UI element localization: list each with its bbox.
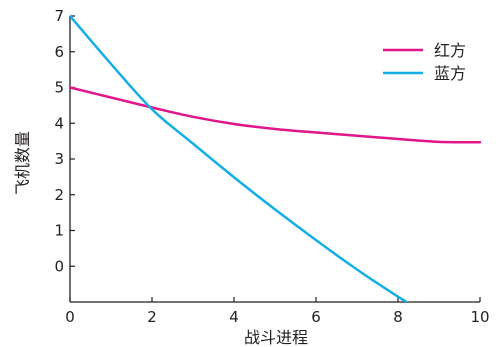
axes [69,16,480,303]
series-line-red [70,86,482,144]
legend-label-red: 红方 [434,41,466,60]
x-tick-label: 10 [470,308,489,326]
x-tick-label: 2 [147,308,157,326]
y-tick-label: 2 [54,186,64,204]
y-tick-label: 7 [54,7,64,25]
y-tick-label: 4 [54,114,64,132]
y-tick-label: 1 [54,222,64,240]
x-tick-label: 4 [229,308,239,326]
x-ticks: 0 2 4 6 8 10 [65,297,490,326]
x-tick-label: 0 [65,308,75,326]
legend: 红方 蓝方 [383,41,466,83]
y-axis-title: 飞机数量 [13,131,32,195]
x-tick-label: 8 [393,308,403,326]
legend-label-blue: 蓝方 [434,64,466,83]
y-tick-label: 6 [54,43,64,61]
series-layer [70,14,482,302]
y-tick-label: 5 [54,79,64,97]
x-axis-title: 战斗进程 [244,328,308,347]
series-line-blue [70,14,409,302]
y-tick-label: 0 [54,257,64,275]
y-ticks: 0 1 2 3 4 5 6 7 [54,7,75,275]
x-tick-label: 6 [311,308,321,326]
y-tick-label: 3 [54,150,64,168]
